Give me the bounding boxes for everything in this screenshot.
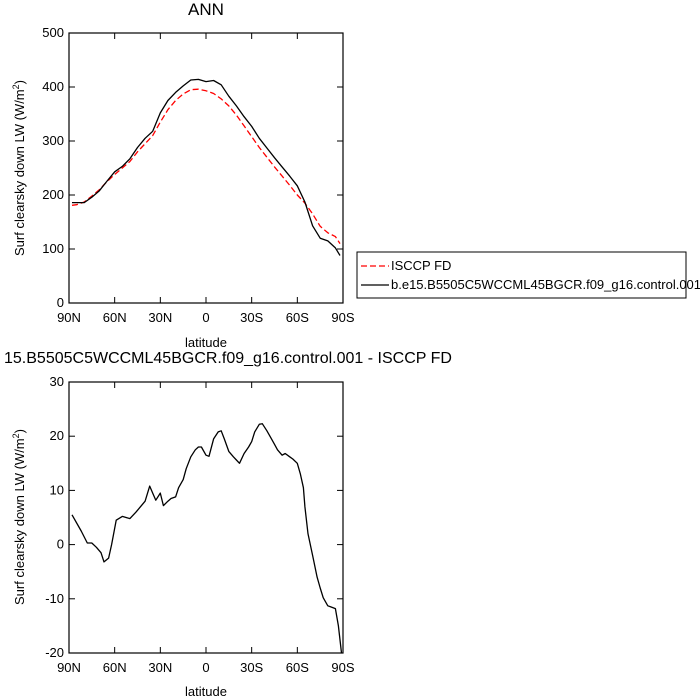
top-y-tick-label: 500 xyxy=(42,25,64,40)
top-x-axis-label: latitude xyxy=(185,335,227,350)
legend-box xyxy=(356,251,687,299)
bottom-x-tick-label: 30N xyxy=(148,660,172,675)
legend-label-model: b.e15.B5505C5WCCML45BGCR.f09_g16.control… xyxy=(391,277,700,292)
top-y-tick-label: 100 xyxy=(42,241,64,256)
bottom-series-line-0 xyxy=(71,423,343,654)
top-y-axis-label-end: ) xyxy=(12,80,27,84)
bottom-y-axis-label-end: ) xyxy=(12,429,27,433)
legend: ISCCP FD b.e15.B5505C5WCCML45BGCR.f09_g1… xyxy=(356,251,700,299)
top-x-tick-label: 60S xyxy=(286,310,309,325)
bottom-series-lines xyxy=(71,423,343,654)
top-y-tick-label: 200 xyxy=(42,187,64,202)
bottom-x-tick-label: 60S xyxy=(286,660,309,675)
bottom-panel-title: 15.B5505C5WCCML45BGCR.f09_g16.control.00… xyxy=(4,350,452,367)
top-series-line-0 xyxy=(71,88,341,244)
top-series-line-1 xyxy=(72,78,341,256)
top-x-tick-label: 60N xyxy=(103,310,127,325)
top-y-tick-label: 300 xyxy=(42,133,64,148)
top-tick-marks xyxy=(68,32,344,304)
top-panel-title: ANN xyxy=(188,0,224,19)
top-y-axis-label-sup: 2 xyxy=(11,84,21,89)
bottom-y-tick-labels: -20 -10 0 10 20 30 xyxy=(45,374,64,660)
bottom-x-tick-label: 30S xyxy=(240,660,263,675)
bottom-y-tick-label: -20 xyxy=(45,645,64,660)
bottom-plot-frame xyxy=(68,381,344,654)
top-x-tick-labels: 90N 60N 30N 0 30S 60S 90S xyxy=(57,310,355,325)
top-x-tick-label: 30N xyxy=(148,310,172,325)
top-y-tick-label: 400 xyxy=(42,79,64,94)
bottom-y-axis-label-sup: 2 xyxy=(11,433,21,438)
bottom-x-tick-labels: 90N 60N 30N 0 30S 60S 90S xyxy=(57,660,355,675)
top-x-tick-label: 90N xyxy=(57,310,81,325)
top-x-tick-label: 90S xyxy=(331,310,354,325)
bottom-y-tick-label: -10 xyxy=(45,591,64,606)
top-y-axis-label: Surf clearsky down LW (W/m2) xyxy=(11,80,27,256)
bottom-x-axis-label: latitude xyxy=(185,684,227,699)
bottom-x-tick-label: 90S xyxy=(331,660,354,675)
bottom-x-tick-label: 90N xyxy=(57,660,81,675)
bottom-panel: 15.B5505C5WCCML45BGCR.f09_g16.control.00… xyxy=(4,350,452,699)
bottom-x-tick-label: 60N xyxy=(103,660,127,675)
bottom-y-axis-label-main: Surf clearsky down LW (W/m xyxy=(12,438,27,605)
top-panel: ANN 0 100 200 300 400 500 90N 60N 30N 0 30S 60S 90S… xyxy=(11,0,355,350)
top-y-axis-label-main: Surf clearsky down LW (W/m xyxy=(12,89,27,256)
bottom-y-tick-label: 0 xyxy=(57,537,64,552)
top-y-tick-labels: 0 100 200 300 400 500 xyxy=(42,25,64,310)
top-y-tick-label: 0 xyxy=(57,295,64,310)
bottom-y-tick-label: 20 xyxy=(50,428,64,443)
top-x-tick-label: 0 xyxy=(202,310,209,325)
top-x-tick-label: 30S xyxy=(240,310,263,325)
top-plot-frame xyxy=(68,32,344,304)
bottom-y-axis-label: Surf clearsky down LW (W/m2) xyxy=(11,429,27,605)
bottom-tick-marks xyxy=(68,381,344,654)
bottom-y-tick-label: 10 xyxy=(50,482,64,497)
bottom-y-tick-label: 30 xyxy=(50,374,64,389)
top-series-lines xyxy=(71,78,341,256)
legend-label-isccp: ISCCP FD xyxy=(391,258,451,273)
bottom-x-tick-label: 0 xyxy=(202,660,209,675)
